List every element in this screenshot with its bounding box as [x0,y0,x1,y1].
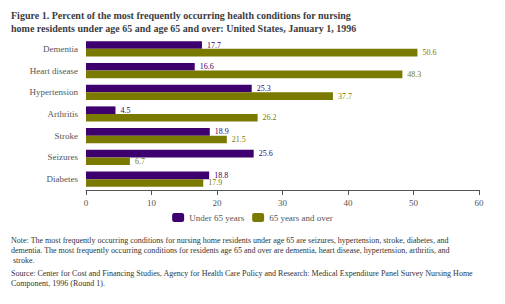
svg-text:60: 60 [475,198,485,208]
svg-text:home residents under age 65 an: home residents under age 65 and age 65 a… [11,23,356,34]
svg-text:21.5: 21.5 [232,135,246,144]
svg-text:Dementia: Dementia [43,44,78,54]
svg-text:17.9: 17.9 [208,178,222,187]
svg-text:Note: The most frequently occu: Note: The most frequently occurring cond… [11,236,451,245]
svg-text:Arthritis: Arthritis [48,109,79,119]
svg-text:Source: Center for Cost and Fi: Source: Center for Cost and Financing St… [11,269,475,278]
svg-text:30: 30 [278,198,288,208]
svg-text:16.6: 16.6 [200,62,214,71]
svg-text:10: 10 [147,198,157,208]
svg-text:Hypertension: Hypertension [30,87,79,97]
svg-text:Component, 1996 (Round 1).: Component, 1996 (Round 1). [11,279,105,288]
svg-text:Stroke: Stroke [55,131,79,141]
svg-text:26.2: 26.2 [263,113,277,122]
svg-text:Figure 1. Percent of the most: Figure 1. Percent of the most frequently… [11,10,351,21]
svg-text:17.7: 17.7 [207,41,221,50]
svg-text:25.6: 25.6 [259,149,273,158]
svg-text:Under 65 years: Under 65 years [189,213,244,223]
svg-text:stroke.: stroke. [11,256,35,265]
svg-text:Seizures: Seizures [48,152,79,162]
svg-text:Heart disease: Heart disease [30,66,78,76]
svg-text:50.6: 50.6 [422,48,436,57]
svg-text:37.7: 37.7 [338,92,352,101]
svg-text:0: 0 [84,198,89,208]
svg-text:Diabetes: Diabetes [47,174,79,184]
svg-text:20: 20 [213,198,223,208]
svg-text:40: 40 [344,198,354,208]
svg-text:25.3: 25.3 [257,84,271,93]
svg-text:50: 50 [409,198,419,208]
svg-text:4.5: 4.5 [120,106,130,115]
svg-text:dementia. The most frequently: dementia. The most frequently occurring … [11,246,450,255]
svg-text:18.8: 18.8 [214,170,229,180]
svg-text:65 years and over: 65 years and over [269,213,333,223]
svg-text:6.7: 6.7 [135,157,145,166]
svg-text:18.9: 18.9 [215,127,229,136]
svg-text:48.3: 48.3 [407,70,421,79]
